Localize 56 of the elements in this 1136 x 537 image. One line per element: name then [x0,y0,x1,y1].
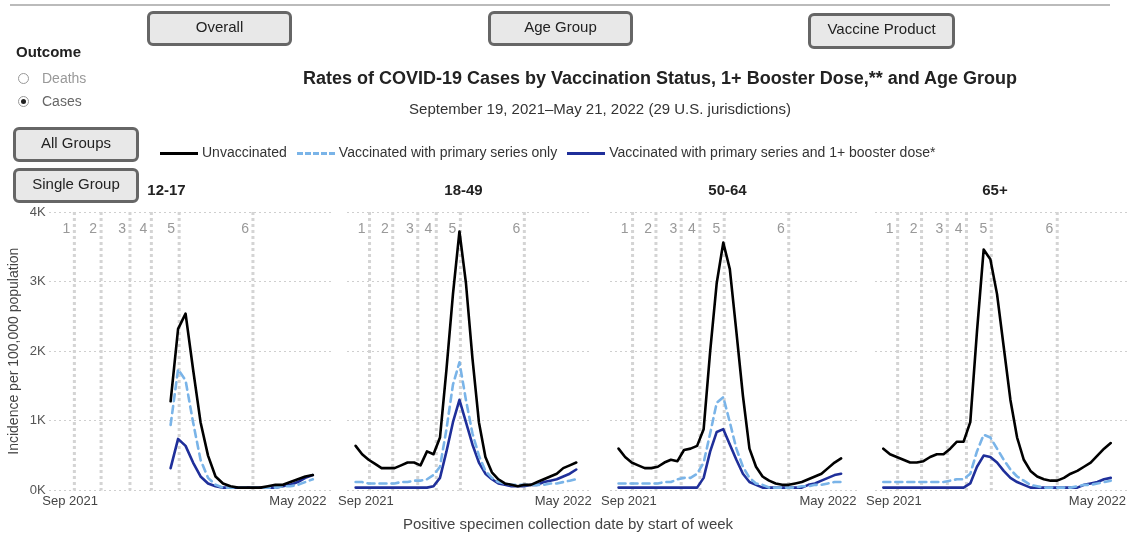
ref-line-label: 1 [357,219,366,236]
text: Cases [42,93,82,109]
ref-line-label: 1 [885,219,894,236]
ref-line-label: 5 [448,219,457,236]
text: Single Group [13,168,139,203]
y-tick-label: 3K [29,273,47,289]
text: Outcome [16,43,82,60]
text: Overall [147,11,292,46]
ref-line-label: 3 [118,219,127,236]
ref-line-label: 1 [62,219,71,236]
y-axis-title: Incidence per 100,000 population [5,247,22,455]
ref-line-label: 5 [167,219,176,236]
text: Deaths [42,70,87,86]
ref-line-label: 2 [644,219,653,236]
y-tick-label: 4K [29,203,47,219]
ref-line-label: 4 [688,219,697,236]
legend-label: Vaccinated with primary series only [338,144,558,160]
legend-label: Unvaccinated [202,144,287,160]
text: Positive specimen collection date by start of week [401,515,735,532]
text: Vaccine Product [808,13,955,49]
x-tick-label: Sep 2021 [338,492,394,508]
text: September 19, 2021–May 21, 2022 (29 U.S. jurisdictions) [408,100,792,117]
x-tick-label: Sep 2021 [866,492,922,508]
ref-line-label: 4 [139,219,148,236]
ref-line-label: 4 [424,219,433,236]
chart-title: 65+ [982,181,1008,199]
x-tick-label: May 2022 [269,492,327,508]
chart-title: 12-17 [147,181,186,199]
ref-line-label: 5 [712,219,721,236]
ref-line-label: 1 [620,219,629,236]
text: Age Group [488,11,633,46]
ref-line-label: 2 [909,219,918,236]
ref-line-label: 6 [1045,219,1054,236]
ref-line-label: 6 [776,219,785,236]
ref-line-label: 2 [380,219,389,236]
text: All Groups [13,127,139,162]
ref-line-label: 6 [241,219,250,236]
chart-title: 18-49 [444,181,483,199]
ref-line-label: 6 [512,219,521,236]
x-tick-label: May 2022 [1068,492,1126,508]
line-series [169,368,315,489]
ref-line-label: 3 [405,219,414,236]
y-tick-label: 2K [29,342,47,358]
text: Rates of COVID-19 Cases by Vaccination Status, 1+ Booster Dose,** and Age Group [301,68,1018,89]
x-tick-label: May 2022 [799,492,857,508]
legend-label: Vaccinated with primary series and 1+ booster dose* [609,144,936,160]
ref-line-label: 5 [979,219,988,236]
chart-title: 50-64 [708,181,748,199]
ref-line-label: 4 [954,219,963,236]
ref-line-label: 3 [669,219,678,236]
x-tick-label: May 2022 [534,492,592,508]
ref-line-label: 3 [935,219,944,236]
y-tick-label: 0K [29,481,47,497]
y-tick-label: 1K [29,412,47,428]
x-tick-label: Sep 2021 [601,492,657,508]
ref-line-label: 2 [89,219,98,236]
